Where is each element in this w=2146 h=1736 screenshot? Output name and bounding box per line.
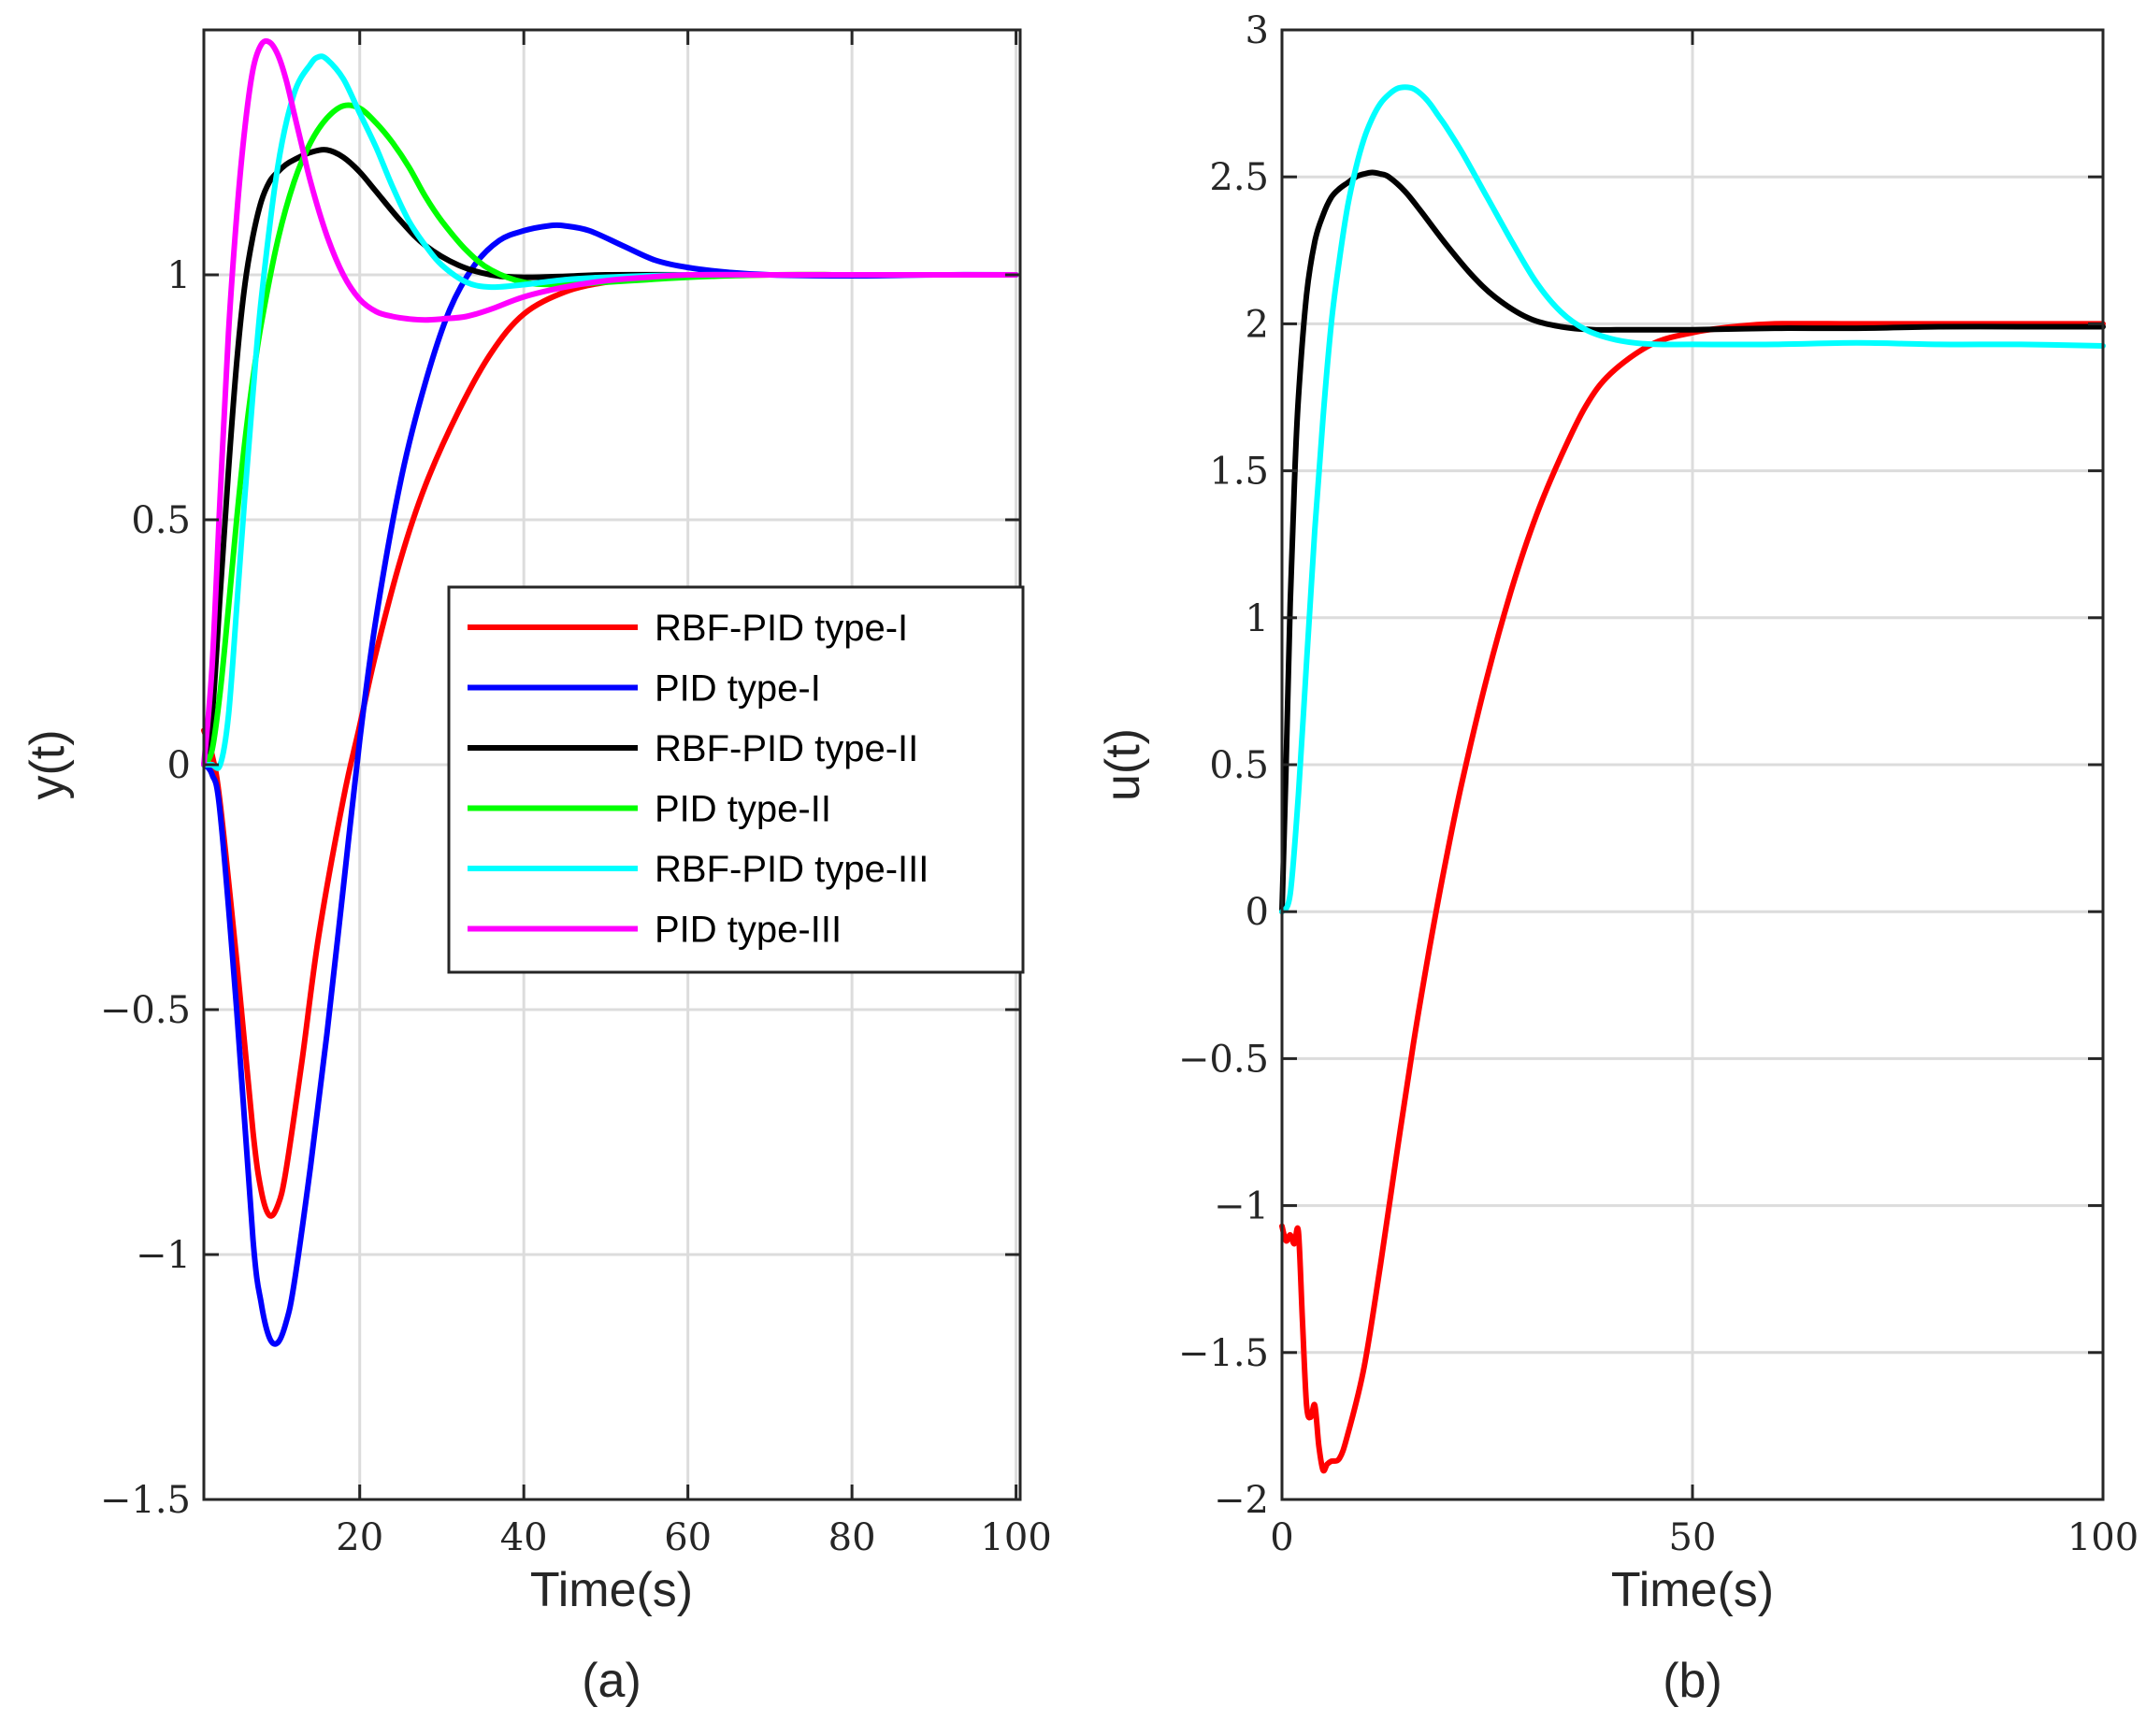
series-line-pid-type-iii: [201, 37, 1019, 768]
panel-b: 0 50 100 −2 −1.5 −1 −0.5 0 0.5 1 1.5 2 2.5 3 u(t) Tim…: [1096, 9, 2139, 1708]
series-line-rbf-pid-type-iii: [1279, 84, 2106, 915]
y-tick-label: 2.5: [1209, 156, 1269, 199]
legend-label-pid-type-ii: PID type-II: [655, 789, 831, 830]
series-lines-a: [201, 37, 1019, 1347]
series-lines-b: [1279, 84, 2106, 1474]
y-tick-label: 1: [1246, 597, 1269, 640]
y-tick-label: −0.5: [100, 989, 191, 1032]
y-tick-label: 0: [1246, 891, 1269, 934]
legend-label-rbf-pid-type-ii: RBF-PID type-II: [655, 728, 918, 769]
ticks-a: 20 40 60 80 100 −1.5 −1 −0.5 0 0.5 1: [100, 30, 1052, 1559]
legend: RBF-PID type-I PID type-I RBF-PID type-II P…: [447, 585, 1025, 974]
series-line-pid-type-i: [201, 222, 1019, 1347]
y-tick-label: 3: [1246, 9, 1269, 52]
legend-box: [447, 585, 1025, 974]
legend-label-pid-type-i: PID type-I: [655, 668, 821, 710]
x-tick-label: 20: [336, 1516, 383, 1559]
y-tick-label: −0.5: [1178, 1038, 1269, 1081]
series-line-rbf-pid-type-ii: [1279, 169, 2106, 915]
legend-label-rbf-pid-type-iii: RBF-PID type-III: [655, 849, 929, 890]
y-tick-label: 2: [1246, 303, 1269, 346]
legend-label-pid-type-iii: PID type-III: [655, 910, 842, 951]
caption-a: (a): [582, 1654, 641, 1708]
x-tick-label: 50: [1669, 1516, 1717, 1559]
y-tick-label: 0.5: [1209, 744, 1269, 787]
y-tick-label: −1.5: [1178, 1332, 1269, 1375]
ticks-b: 0 50 100 −2 −1.5 −1 −0.5 0 0.5 1 1.5 2 2.5 3: [1178, 9, 2139, 1559]
x-tick-label: 60: [664, 1516, 712, 1559]
x-tick-label: 40: [500, 1516, 548, 1559]
y-axis-label-b: u(t): [1096, 728, 1150, 801]
y-tick-label: 0: [167, 744, 191, 787]
x-axis-label-b: Time(s): [1611, 1563, 1774, 1617]
legend-label-rbf-pid-type-i: RBF-PID type-I: [655, 608, 908, 649]
x-tick-label: 100: [980, 1516, 1051, 1559]
caption-b: (b): [1663, 1654, 1722, 1708]
x-tick-label: 0: [1270, 1516, 1293, 1559]
y-axis-label-a: y(t): [21, 729, 75, 799]
panel-a: 20 40 60 80 100−1.5−1−0.500.51 y(t) Time(s) …: [21, 28, 1052, 1708]
y-tick-label: −1: [1214, 1185, 1269, 1228]
y-tick-label: 1.5: [1209, 451, 1269, 494]
x-axis-label-a: Time(s): [530, 1563, 693, 1617]
x-tick-label: 80: [828, 1516, 876, 1559]
x-tick-label: 100: [2067, 1516, 2139, 1559]
y-tick-label: −1.5: [100, 1479, 191, 1522]
y-tick-label: 0.5: [131, 499, 191, 542]
y-tick-label: 1: [167, 254, 191, 297]
y-tick-label: −2: [1214, 1479, 1269, 1522]
y-tick-label: −1: [136, 1234, 191, 1277]
